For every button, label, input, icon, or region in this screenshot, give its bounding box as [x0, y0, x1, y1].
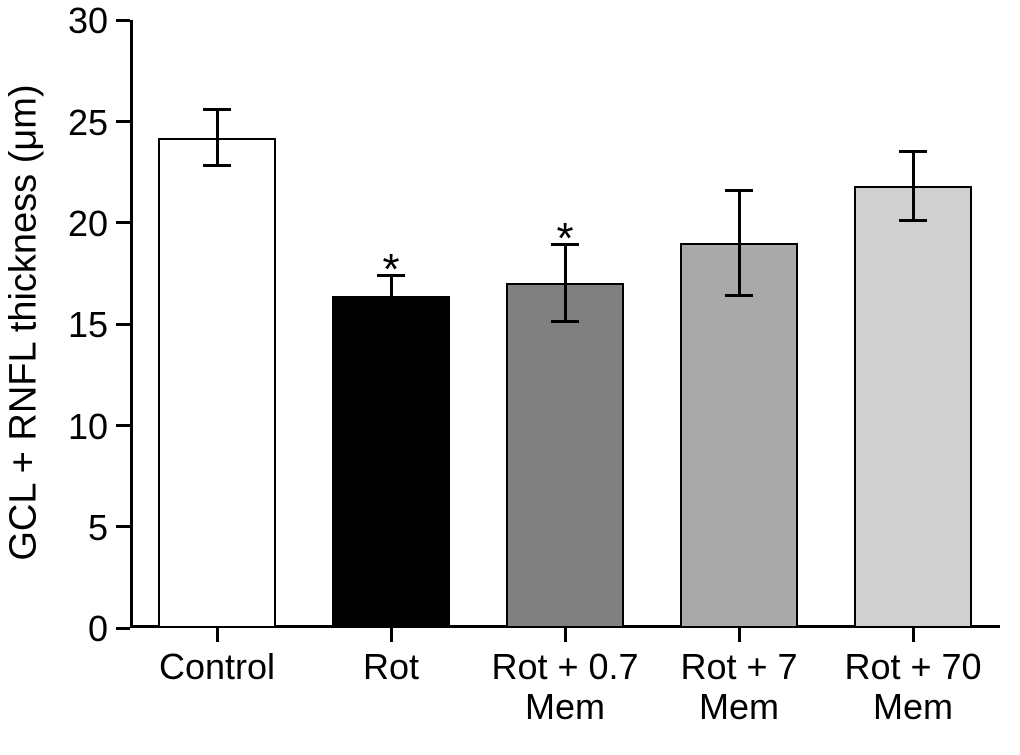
- x-tick: [738, 628, 741, 642]
- y-tick-label: 15: [38, 304, 108, 346]
- error-bar-cap-lower: [377, 314, 405, 317]
- y-tick: [116, 221, 130, 224]
- error-bar-cap-lower: [725, 294, 753, 297]
- y-tick: [116, 525, 130, 528]
- error-bar-lower: [564, 283, 567, 322]
- error-bar-upper: [738, 190, 741, 243]
- y-tick-label: 10: [38, 406, 108, 448]
- error-bar-cap-upper: [725, 189, 753, 192]
- x-category-label: Rot: [291, 646, 491, 688]
- x-category-label: Rot + 70: [813, 646, 1013, 688]
- error-bar-lower: [390, 296, 393, 316]
- chart-container: GCL + RNFL thickness (μm) 051015202530Co…: [0, 0, 1020, 755]
- x-tick: [564, 628, 567, 642]
- x-category-label: Rot + 7: [639, 646, 839, 688]
- error-bar-cap-lower: [899, 219, 927, 222]
- error-bar-upper: [912, 152, 915, 186]
- error-bar-upper: [216, 109, 219, 137]
- x-category-label: Mem: [813, 686, 1013, 728]
- error-bar-cap-lower: [551, 320, 579, 323]
- x-category-label: Mem: [465, 686, 665, 728]
- x-category-label: Mem: [639, 686, 839, 728]
- y-tick-label: 20: [38, 203, 108, 245]
- y-tick-label: 30: [38, 0, 108, 42]
- bar-rot-7-mem: [680, 243, 798, 628]
- x-tick: [390, 628, 393, 642]
- y-tick: [116, 120, 130, 123]
- x-tick: [912, 628, 915, 642]
- significance-marker: *: [361, 245, 421, 295]
- y-tick: [116, 19, 130, 22]
- x-category-label: Rot + 0.7: [465, 646, 665, 688]
- error-bar-cap-lower: [203, 164, 231, 167]
- x-tick: [216, 628, 219, 642]
- bar-rot: [332, 296, 450, 628]
- error-bar-cap-upper: [899, 150, 927, 153]
- bar-control: [158, 138, 276, 628]
- error-bar-lower: [912, 186, 915, 220]
- bar-rot-70-mem: [854, 186, 972, 628]
- y-tick-label: 5: [38, 507, 108, 549]
- error-bar-cap-upper: [203, 108, 231, 111]
- y-tick: [116, 323, 130, 326]
- error-bar-lower: [216, 138, 219, 166]
- y-tick: [116, 627, 130, 630]
- y-tick-label: 25: [38, 102, 108, 144]
- error-bar-lower: [738, 243, 741, 296]
- y-tick: [116, 424, 130, 427]
- bar-rot-0-7-mem: [506, 283, 624, 628]
- x-category-label: Control: [117, 646, 317, 688]
- significance-marker: *: [535, 214, 595, 264]
- y-tick-label: 0: [38, 608, 108, 650]
